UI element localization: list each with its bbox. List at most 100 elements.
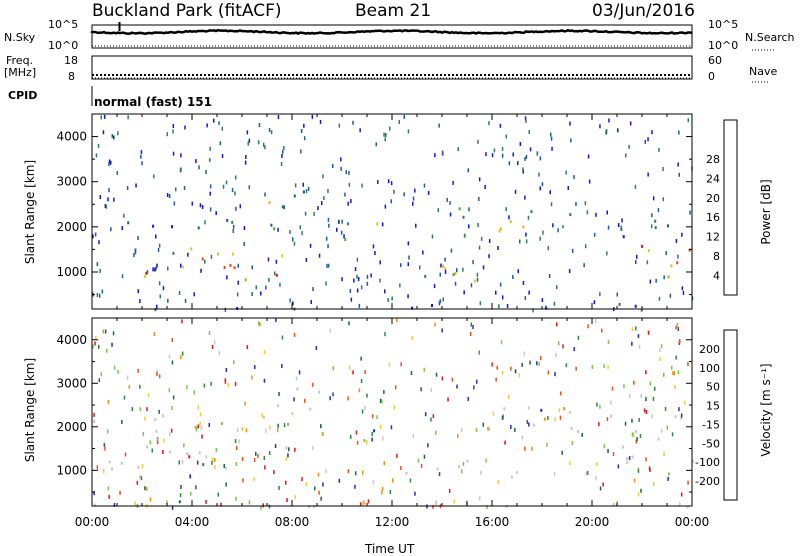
noise-cell: [303, 136, 306, 141]
noise-cell: [367, 499, 370, 504]
noise-cell: [524, 195, 526, 200]
noise-cell: [248, 185, 250, 190]
noise-cell: [396, 318, 398, 323]
noise-cell: [217, 492, 219, 497]
noise-cell: [171, 505, 174, 510]
noise-cell: [435, 430, 437, 435]
echo-cell: [527, 406, 530, 410]
noise-cell: [210, 254, 213, 259]
noise-cell: [237, 280, 239, 285]
noise-cell: [517, 269, 519, 274]
noise-cell: [197, 424, 199, 429]
noise-cell: [101, 289, 104, 294]
noise-cell: [315, 346, 318, 350]
noise-cell: [645, 397, 647, 402]
noise-cell: [155, 234, 157, 239]
noise-cell: [462, 461, 465, 466]
noise-cell: [107, 197, 109, 202]
noise-cell: [525, 154, 528, 159]
noise-cell: [662, 197, 664, 202]
noise-cell: [103, 469, 105, 474]
noise-cell: [319, 119, 322, 124]
noise-cell: [117, 131, 119, 136]
freq-tick-bottom: 8: [68, 70, 75, 83]
noise-cell: [144, 486, 146, 491]
noise-cell: [275, 318, 277, 323]
noise-cell: [371, 414, 374, 419]
noise-cell: [452, 180, 454, 185]
noise-cell: [99, 195, 101, 199]
echo-cell: [686, 505, 689, 509]
echo-cell: [631, 455, 634, 459]
noise-cell: [341, 277, 343, 282]
noise-cell: [383, 390, 385, 394]
noise-cell: [356, 274, 358, 279]
echo-cell: [510, 475, 513, 479]
noise-cell: [547, 370, 550, 375]
noise-cell: [332, 392, 334, 397]
noise-cell: [166, 193, 169, 197]
noise-cell: [647, 330, 650, 335]
x-tick-label: 08:00: [275, 515, 310, 529]
noise-cell: [637, 492, 640, 497]
noise-cell: [167, 266, 169, 271]
noise-cell: [390, 425, 393, 430]
noise-cell: [156, 437, 159, 442]
echo-cell: [431, 304, 433, 307]
noise-cell: [457, 147, 459, 152]
noise-cell: [430, 417, 432, 422]
noise-cell: [587, 470, 589, 475]
noise-cell: [270, 130, 273, 135]
noise-cell: [664, 406, 667, 411]
noise-cell: [218, 351, 221, 355]
noise-cell: [360, 356, 362, 361]
noise-cell: [98, 293, 101, 298]
noise-cell: [304, 398, 306, 403]
noise-cell: [519, 142, 522, 146]
noise-cell: [407, 129, 410, 134]
noise-cell: [241, 456, 244, 461]
noise-cell: [435, 372, 438, 377]
noise-cell: [180, 485, 182, 489]
noise-cell: [585, 471, 587, 476]
echo-cell: [680, 416, 683, 420]
noise-cell: [226, 275, 228, 280]
noise-cell: [514, 427, 516, 432]
noise-cell: [478, 177, 481, 182]
noise-cell: [423, 367, 425, 372]
noise-cell: [370, 273, 372, 278]
echo-cell: [373, 429, 376, 433]
noise-cell: [616, 292, 618, 297]
noise-cell: [573, 347, 575, 352]
noise-cell: [635, 326, 637, 331]
echo-cell: [178, 500, 181, 504]
noise-cell: [136, 480, 139, 485]
noise-cell: [591, 364, 594, 369]
noise-cell: [106, 348, 108, 353]
echo-cell: [344, 238, 347, 242]
noise-cell: [359, 128, 361, 133]
noise-cell: [361, 183, 363, 188]
echo-cell: [622, 445, 624, 449]
noise-cell: [631, 432, 634, 437]
echo-cell: [233, 266, 236, 270]
noise-cell: [687, 480, 689, 485]
noise-cell: [140, 150, 143, 155]
noise-cell: [456, 268, 458, 273]
noise-cell: [485, 152, 487, 157]
noise-cell: [522, 169, 524, 174]
noise-cell: [213, 340, 216, 345]
noise-cell: [251, 265, 253, 270]
noise-cell: [488, 121, 490, 126]
echo-cell: [347, 222, 350, 226]
noise-cell: [209, 191, 211, 196]
noise-cell: [338, 478, 341, 483]
noise-cell: [539, 156, 542, 161]
noise-cell: [299, 225, 301, 230]
noise-cell: [571, 248, 574, 253]
noise-cell: [468, 224, 470, 229]
noise-cell: [92, 344, 94, 349]
noise-cell: [139, 299, 141, 304]
noise-cell: [634, 184, 637, 189]
noise-cell: [99, 268, 101, 273]
